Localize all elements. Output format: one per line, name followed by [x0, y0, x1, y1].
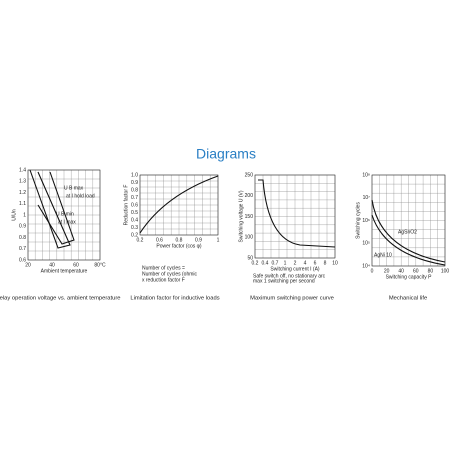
x-tick-label: 100 [441, 268, 450, 274]
x-tick-label: 4 [304, 260, 307, 266]
x-tick-label: 80°C [94, 262, 106, 268]
y-axis-label: Reduction factor F [123, 185, 129, 226]
annotation: at I max [58, 219, 76, 225]
curve [29, 169, 71, 249]
y-tick-label: 10⁵ [362, 241, 370, 247]
y-tick-label: 10⁷ [363, 195, 371, 201]
y-tick-label: 0.4 [131, 217, 138, 223]
x-tick-label: 20 [25, 262, 31, 268]
annotation: max 1 switching per second [253, 278, 315, 284]
page-title: Diagrams [196, 146, 256, 162]
caption: Relay operation voltage vs. ambient temp… [0, 296, 121, 302]
plot-frame [139, 174, 219, 236]
annotation: Safe switch off, no stationary arc [253, 273, 326, 279]
y-tick-label: 0.5 [131, 210, 138, 216]
x-tick-label: 0.4 [262, 260, 269, 266]
x-tick-label: 40 [398, 268, 404, 274]
y-axis-label: U/Un [11, 209, 17, 221]
x-tick-label: 8 [324, 260, 327, 266]
y-tick-label: 1.0 [131, 172, 138, 178]
x-tick-label: 0.8 [176, 237, 183, 243]
y-tick-label: 0.3 [131, 225, 138, 231]
x-tick-label: 2 [294, 260, 297, 266]
x-tick-label: 1 [217, 237, 220, 243]
curve [371, 199, 446, 263]
y-tick-label: 10⁶ [362, 218, 370, 224]
y-tick-label: 10⁸ [362, 172, 370, 178]
curve [371, 214, 446, 266]
y-tick-label: 0.7 [131, 195, 138, 201]
caption: Maximum switching power curve [250, 296, 334, 302]
y-axis-label: Switching voltage U (V) [238, 190, 244, 242]
x-tick-label: 80 [428, 268, 434, 274]
x-axis-label: Switching current I (A) [270, 266, 320, 272]
y-tick-label: 0.8 [131, 187, 138, 193]
y-tick-label: 0.9 [19, 224, 26, 230]
annotation: U B max [64, 185, 84, 191]
plot-frame [371, 174, 446, 267]
y-tick-label: 0.6 [19, 257, 26, 263]
x-tick-label: 0.6 [156, 237, 163, 243]
y-tick-label: 10⁴ [362, 263, 370, 269]
x-tick-label: 1 [284, 260, 287, 266]
x-tick-label: 60 [73, 262, 79, 268]
y-tick-label: 1.2 [19, 190, 26, 196]
x-tick-label: 0.2 [252, 260, 259, 266]
plot-frame [27, 169, 101, 261]
caption: Mechanical life [389, 296, 427, 302]
plot-frame [254, 174, 336, 259]
y-tick-label: 0.9 [131, 180, 138, 186]
curves [29, 169, 446, 266]
y-tick-label: 50 [247, 255, 253, 261]
annotation: AgNi 10 [374, 252, 392, 258]
y-tick-label: 100 [245, 235, 254, 241]
x-tick-label: 6 [314, 260, 317, 266]
y-tick-label: 1.4 [19, 167, 26, 173]
y-tick-label: 0.6 [131, 202, 138, 208]
x-tick-label: 40 [49, 262, 55, 268]
y-tick-label: 200 [245, 193, 254, 199]
x-axis-label: Power factor (cos φ) [156, 243, 202, 249]
y-axis-label: Switching cycles [355, 202, 361, 239]
curve [139, 175, 219, 234]
caption: Limitation factor for inductive loads [130, 296, 219, 302]
y-tick-label: 1 [23, 212, 26, 218]
y-tick-label: 1.3 [19, 179, 26, 185]
annotation: at I hold load [66, 193, 95, 199]
y-tick-label: 0.7 [19, 246, 26, 252]
curve [258, 179, 336, 248]
y-tick-label: 150 [245, 214, 254, 220]
y-tick-label: 250 [245, 172, 254, 178]
annotation: Number of cycles = [142, 265, 185, 271]
curve [37, 171, 75, 245]
y-tick-label: 0.2 [131, 232, 138, 238]
x-tick-label: 20 [384, 268, 390, 274]
annotation: x reduction factor F [142, 277, 185, 283]
x-tick-label: 0.9 [195, 237, 202, 243]
x-axis-label: Ambient temperature [41, 268, 88, 274]
annotation: Number of cycles (ohmic [142, 271, 198, 277]
x-tick-label: 60 [413, 268, 419, 274]
y-tick-label: 0.8 [19, 235, 26, 241]
annotation: AgSnO2 [398, 229, 417, 235]
x-tick-label: 10 [332, 260, 338, 266]
x-tick-label: 0.7 [272, 260, 279, 266]
x-tick-label: 0 [371, 268, 374, 274]
y-tick-label: 1.1 [19, 201, 26, 207]
x-axis-label: Switching capacity P [386, 274, 433, 280]
x-tick-label: 0.2 [137, 237, 144, 243]
